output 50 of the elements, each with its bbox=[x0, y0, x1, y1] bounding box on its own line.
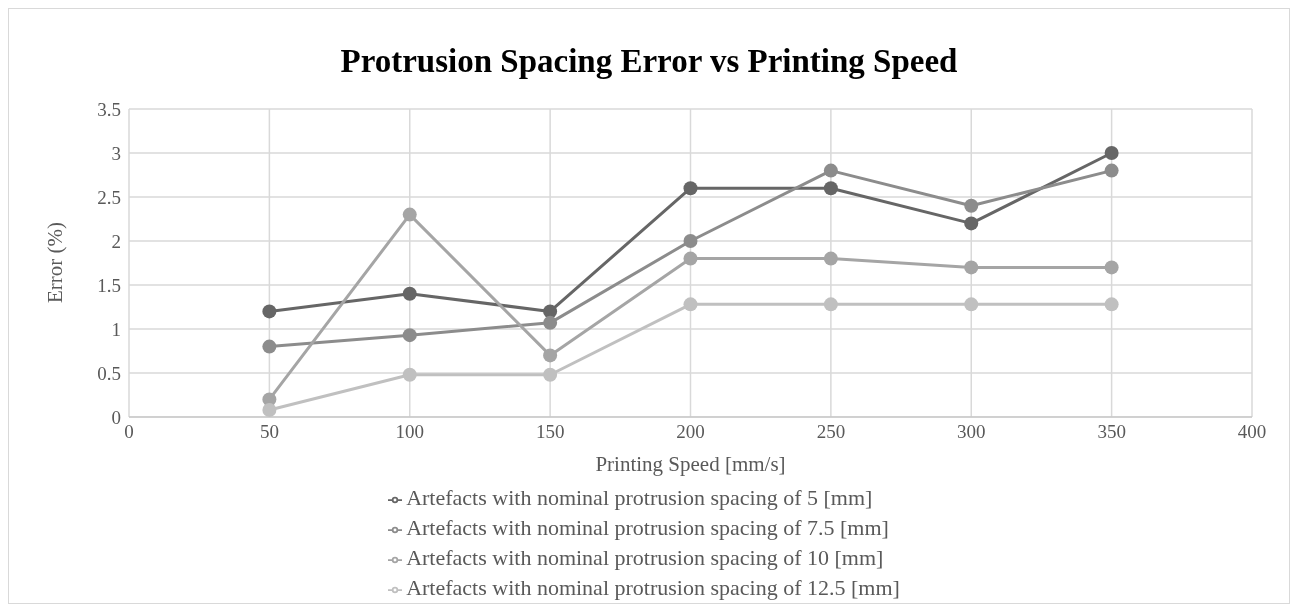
point bbox=[543, 304, 558, 319]
y-tick-label: 2.5 bbox=[97, 186, 121, 208]
point bbox=[683, 234, 698, 248]
y-tick-label: 0 bbox=[111, 406, 121, 428]
x-tick-label: 150 bbox=[535, 421, 565, 443]
point bbox=[683, 297, 698, 312]
point bbox=[543, 315, 558, 330]
chart-title: Protrusion Spacing Error vs Printing Speed bbox=[339, 42, 959, 81]
point bbox=[262, 339, 277, 354]
point bbox=[964, 297, 979, 312]
y-axis-title: Error (%) bbox=[43, 221, 68, 303]
point bbox=[402, 286, 417, 301]
point bbox=[1104, 260, 1119, 275]
legend-label: Artefacts with nominal protrusion spacing of 10 [mm] bbox=[406, 545, 884, 570]
y-tick-label: 0.5 bbox=[97, 362, 121, 384]
point bbox=[964, 260, 979, 275]
legend-label: Artefacts with nominal protrusion spacing of 5 [mm] bbox=[406, 485, 873, 510]
x-tick-label: 200 bbox=[676, 421, 705, 443]
point bbox=[1104, 146, 1119, 160]
x-axis-title: Printing Speed [mm/s] bbox=[595, 452, 786, 476]
point bbox=[402, 367, 417, 382]
point bbox=[683, 251, 698, 266]
y-tick-label: 3.5 bbox=[97, 98, 121, 120]
x-tick-label: 400 bbox=[1237, 421, 1267, 443]
point bbox=[823, 181, 838, 196]
point bbox=[823, 163, 838, 178]
x-tick-label: 250 bbox=[816, 421, 846, 443]
point bbox=[402, 328, 417, 343]
y-tick-label: 1.5 bbox=[97, 274, 121, 296]
x-tick-label: 100 bbox=[395, 421, 424, 443]
x-tick-label: 300 bbox=[957, 421, 986, 443]
point bbox=[823, 251, 838, 266]
point bbox=[543, 348, 558, 363]
y-tick-label: 1 bbox=[111, 318, 121, 340]
point bbox=[402, 207, 417, 222]
point bbox=[823, 297, 838, 312]
point bbox=[683, 181, 698, 196]
point bbox=[964, 216, 979, 231]
x-tick-label: 50 bbox=[259, 421, 279, 443]
legend-label: Artefacts with nominal protrusion spacing of 7.5 [mm] bbox=[406, 515, 889, 540]
point bbox=[543, 367, 558, 382]
point bbox=[1104, 163, 1119, 178]
point bbox=[964, 198, 979, 213]
legend-label: Artefacts with nominal protrusion spacing of 12.5 [mm] bbox=[406, 575, 900, 600]
point bbox=[262, 304, 277, 319]
point bbox=[262, 402, 277, 417]
y-tick-label: 2 bbox=[111, 230, 121, 252]
y-tick-label: 3 bbox=[111, 142, 121, 164]
x-tick-label: 350 bbox=[1097, 421, 1126, 443]
point bbox=[1104, 297, 1119, 312]
